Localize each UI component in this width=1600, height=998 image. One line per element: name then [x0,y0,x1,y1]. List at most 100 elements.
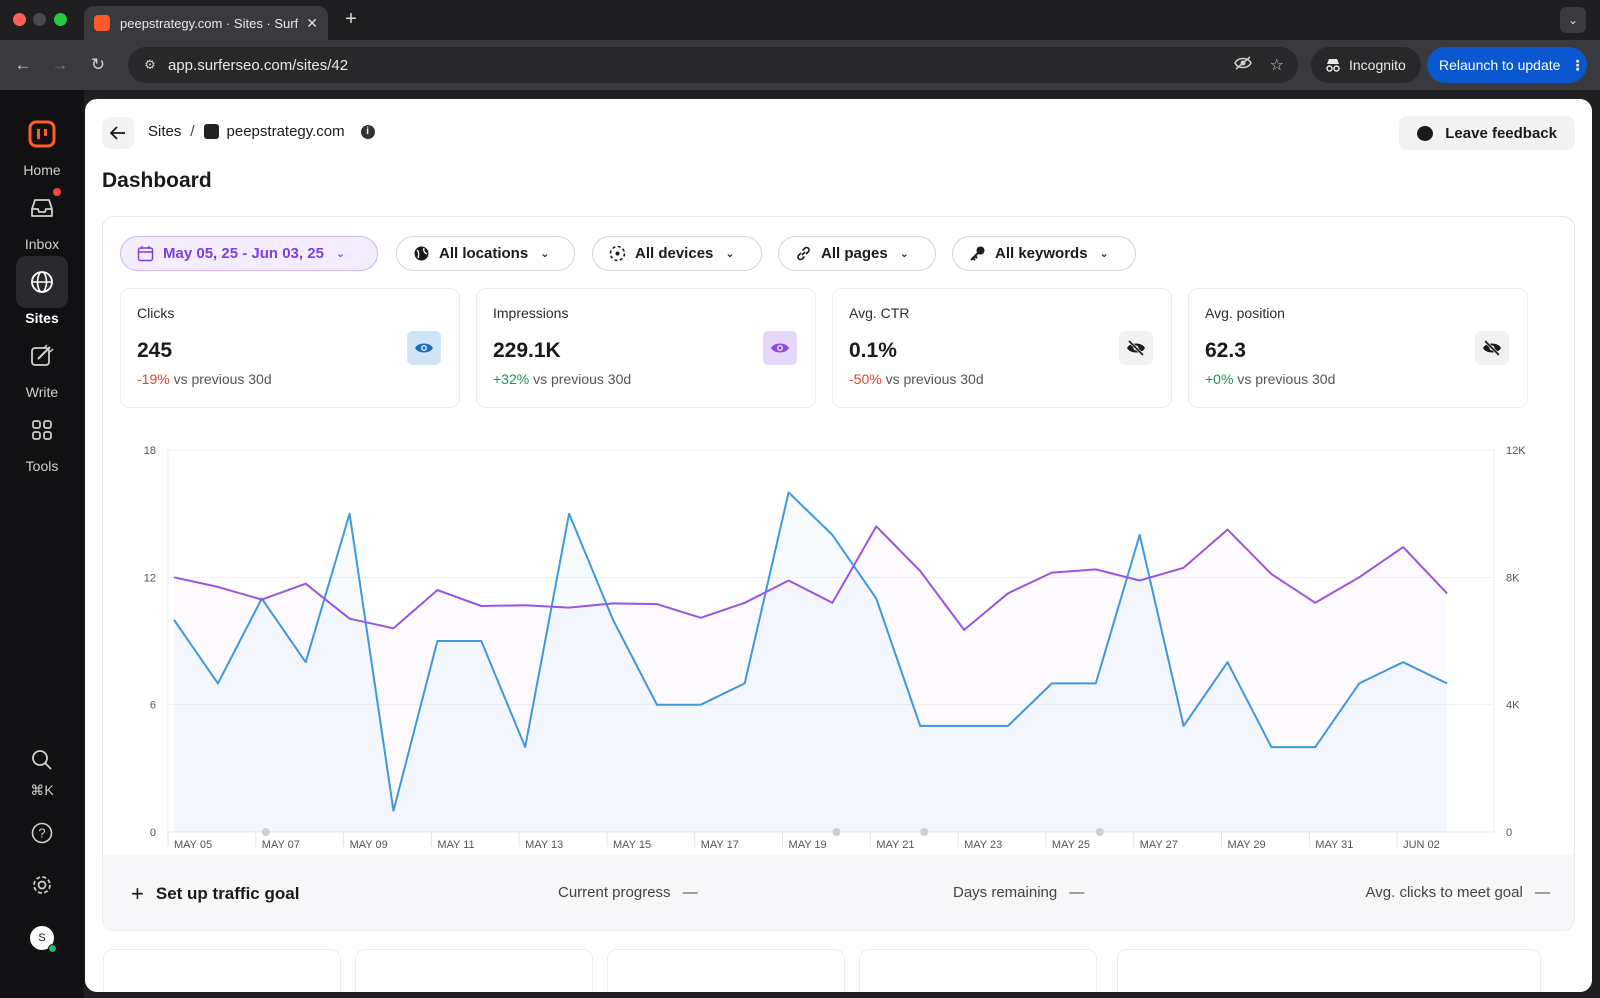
browser-tab-bar: peepstrategy.com · Sites · Surfer ✕ + ⌄ [0,0,1600,40]
leave-feedback-button[interactable]: Leave feedback [1399,116,1575,150]
metric-card-clicks[interactable]: Clicks 245 -19% vs previous 30d [120,288,460,408]
window-minimize-button[interactable] [33,13,46,26]
url-text[interactable]: app.surferseo.com/sites/42 [168,56,349,74]
locations-filter[interactable]: All locations ⌄ [396,236,575,271]
key-icon [969,245,986,262]
relaunch-button[interactable]: Relaunch to update ⋮ [1427,47,1587,83]
incognito-icon [1326,59,1340,72]
metric-value: 0.1% [849,339,897,362]
eye-icon[interactable] [763,331,797,365]
pages-filter[interactable]: All pages ⌄ [778,236,936,271]
y-right-tick-label: 0 [1506,827,1512,839]
traffic-goal-bar: + Set up traffic goal Current progress —… [102,855,1575,931]
sidebar-item-label: Write [25,384,59,400]
main-panel: Sites / peepstrategy.com i Leave feedbac… [85,99,1592,992]
current-progress-value: — [682,884,698,901]
metric-card-impressions[interactable]: Impressions 229.1K +32% vs previous 30d [476,288,816,408]
tab-close-icon[interactable]: ✕ [306,14,318,31]
online-status-dot [48,944,57,953]
more-menu-icon[interactable]: ⋮ [1570,56,1585,73]
sidebar-item-sites[interactable]: Sites [0,256,84,326]
keyword-summary-card [859,949,1097,992]
change-suffix: vs previous 30d [173,371,272,387]
site-favicon-icon [203,124,219,139]
x-tick-label: MAY 09 [350,839,388,851]
tab-search-button[interactable]: ⌄ [1560,7,1586,33]
back-button[interactable] [102,117,134,149]
change-percent: -19% [137,371,170,387]
change-suffix: vs previous 30d [1237,371,1336,387]
sidebar-item-tools[interactable]: Tools [0,404,84,474]
incognito-label: Incognito [1349,57,1406,73]
address-bar[interactable]: ⚙ app.surferseo.com/sites/42 ☆ [128,47,1298,83]
days-remaining-value: — [1069,884,1085,901]
site-info-icon[interactable]: ⚙ [144,57,156,72]
browser-tab[interactable]: peepstrategy.com · Sites · Surfer ✕ [84,6,328,40]
y-right-tick-label: 4K [1506,700,1520,712]
browser-toolbar: ← → ↻ ⚙ app.surferseo.com/sites/42 ☆ Inc… [0,40,1600,90]
x-tick-label: MAY 05 [174,839,212,851]
annotation-marker [261,828,270,836]
chat-bubble-icon [1417,125,1434,141]
metric-label: Avg. position [1205,305,1285,321]
incognito-badge[interactable]: Incognito [1311,47,1421,83]
annotation-marker [832,828,841,836]
keyword-summary-card [1117,949,1541,992]
tracking-protection-icon[interactable] [1233,55,1252,75]
change-percent: +0% [1205,371,1234,387]
x-tick-label: JUN 02 [1403,839,1440,851]
surfer-favicon-icon [94,15,110,31]
window-close-button[interactable] [13,13,26,26]
metric-card-avg-ctr[interactable]: Avg. CTR 0.1% -50% vs previous 30d [832,288,1172,408]
x-tick-label: MAY 15 [613,839,651,851]
days-remaining-label: Days remaining [953,884,1058,901]
sidebar-item-inbox[interactable]: Inbox [0,182,84,252]
reload-icon[interactable]: ↻ [90,55,106,74]
back-nav-icon[interactable]: ← [14,55,32,74]
x-tick-label: MAY 27 [1140,839,1178,851]
x-tick-label: MAY 21 [876,839,914,851]
x-tick-label: MAY 23 [964,839,1002,851]
write-icon [16,330,68,382]
sidebar-item-label: Inbox [24,236,60,252]
metric-value: 245 [137,339,173,362]
eye-icon[interactable] [407,331,441,365]
eye-off-icon[interactable] [1119,331,1153,365]
date-range-label: May 05, 25 - Jun 03, 25 [163,245,324,262]
annotation-marker [1095,828,1104,836]
devices-filter[interactable]: All devices ⌄ [592,236,762,271]
sidebar-item-home[interactable]: Home [0,108,84,178]
info-icon[interactable]: i [360,124,375,139]
globe-icon [16,256,68,308]
breadcrumb-sites-link[interactable]: Sites [148,123,182,140]
current-progress: Current progress — [558,884,698,901]
app-sidebar: Home Inbox Sites Write Tools ⌘K ? [0,90,84,998]
search-command-button[interactable]: ⌘K [0,740,84,799]
date-range-filter[interactable]: May 05, 25 - Jun 03, 25 ⌄ [120,236,378,271]
surfer-logo-icon [16,108,68,160]
x-tick-label: MAY 19 [789,839,827,851]
change-suffix: vs previous 30d [885,371,984,387]
keywords-filter[interactable]: All keywords ⌄ [952,236,1136,271]
change-percent: -50% [849,371,882,387]
avg-clicks-to-goal: Avg. clicks to meet goal — [1366,884,1550,901]
setup-goal-label: Set up traffic goal [155,884,300,903]
keyword-summary-card [607,949,845,992]
help-button[interactable]: ? [0,818,84,848]
help-icon: ? [16,818,68,848]
new-tab-button[interactable]: + [345,8,357,30]
settings-button[interactable] [0,870,84,900]
link-icon [795,245,812,262]
window-maximize-button[interactable] [54,13,67,26]
sidebar-item-write[interactable]: Write [0,330,84,400]
setup-traffic-goal-button[interactable]: + Set up traffic goal [131,881,299,907]
forward-nav-icon[interactable]: → [51,55,69,74]
breadcrumb: Sites / peepstrategy.com i [148,123,375,140]
x-tick-label: MAY 17 [701,839,739,851]
sidebar-item-label: Home [23,162,61,178]
chevron-down-icon: ⌄ [725,248,735,260]
x-tick-label: MAY 25 [1052,839,1090,851]
bookmark-star-icon[interactable]: ☆ [1269,57,1284,74]
metric-card-avg-position[interactable]: Avg. position 62.3 +0% vs previous 30d [1188,288,1528,408]
eye-off-icon[interactable] [1475,331,1509,365]
